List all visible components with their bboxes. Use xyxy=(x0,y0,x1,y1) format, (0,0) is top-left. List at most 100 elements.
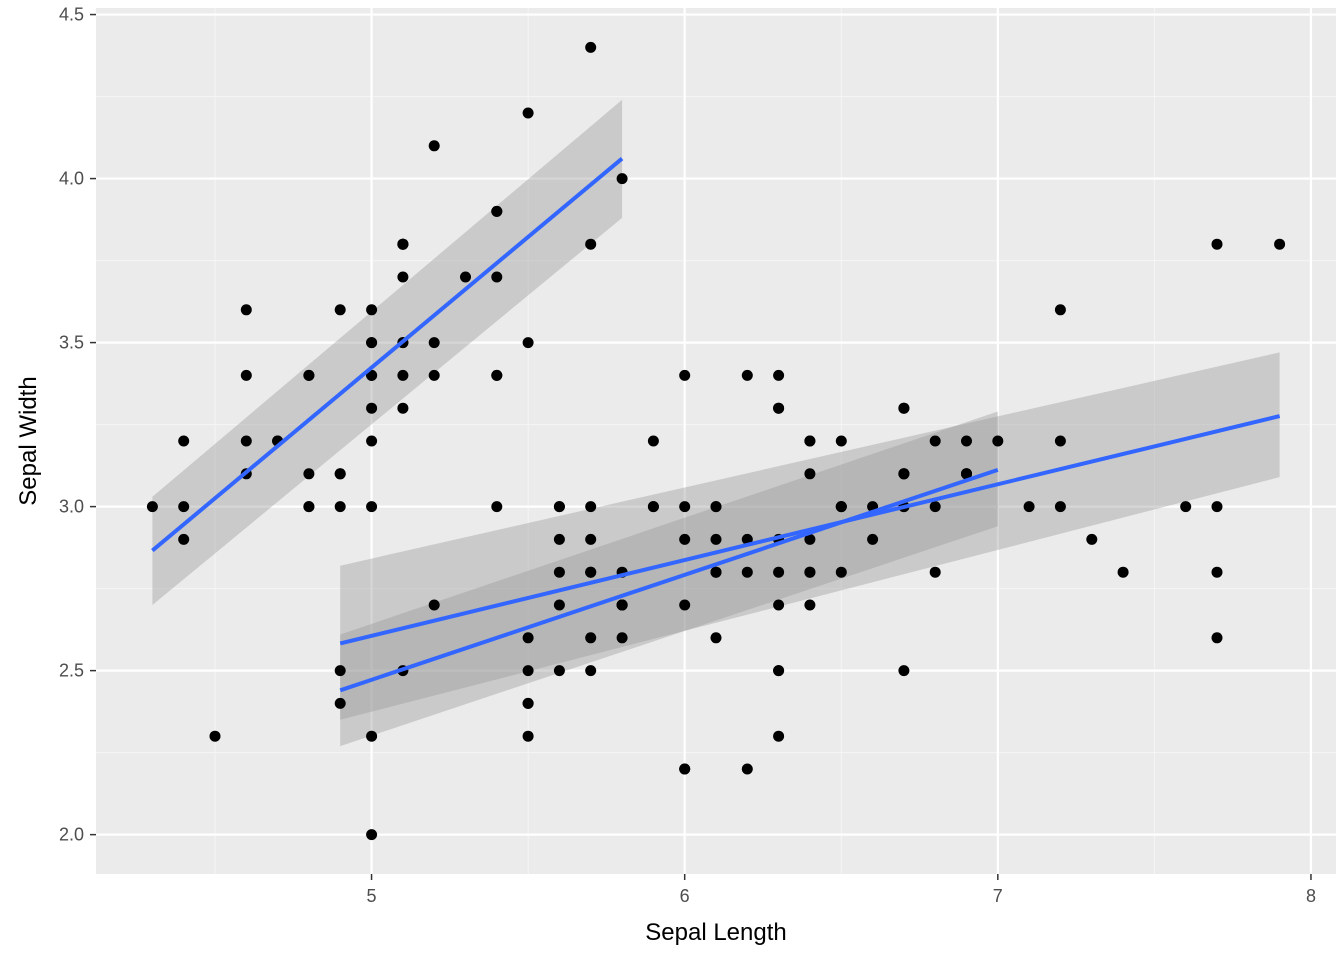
data-point xyxy=(334,697,346,709)
data-point xyxy=(1054,501,1066,513)
data-point xyxy=(366,501,378,513)
data-point xyxy=(773,665,785,677)
data-point xyxy=(1086,533,1098,545)
data-point xyxy=(710,501,722,513)
data-point xyxy=(867,533,879,545)
data-point xyxy=(553,665,565,677)
data-point xyxy=(303,468,315,480)
data-point xyxy=(741,533,753,545)
data-point xyxy=(835,566,847,578)
data-point xyxy=(929,435,941,447)
data-point xyxy=(679,599,691,611)
data-point xyxy=(303,369,315,381)
data-point xyxy=(397,402,409,414)
data-point xyxy=(835,435,847,447)
data-point xyxy=(1054,304,1066,316)
y-axis-title: Sepal Width xyxy=(15,376,42,505)
data-point xyxy=(553,533,565,545)
regression-line xyxy=(339,467,999,693)
data-point xyxy=(522,337,534,349)
data-point xyxy=(1180,501,1192,513)
data-point xyxy=(491,369,503,381)
data-point xyxy=(491,205,503,217)
data-point xyxy=(366,435,378,447)
x-axis-ticks: 5 6 7 8 xyxy=(367,874,1316,906)
data-point xyxy=(1211,632,1223,644)
data-point xyxy=(741,566,753,578)
data-point xyxy=(961,468,972,480)
data-point xyxy=(710,533,722,545)
data-point xyxy=(522,632,534,644)
data-point xyxy=(428,369,440,381)
data-point xyxy=(929,501,941,513)
data-point xyxy=(397,271,409,283)
data-point xyxy=(585,533,597,545)
data-point xyxy=(366,829,378,841)
data-point xyxy=(1211,501,1223,513)
data-point xyxy=(616,632,628,644)
data-point xyxy=(428,140,440,152)
data-point xyxy=(679,369,691,381)
data-point xyxy=(585,41,597,53)
data-point xyxy=(303,501,315,513)
data-point xyxy=(961,435,972,447)
data-point xyxy=(522,665,534,677)
x-tick-label: 6 xyxy=(680,886,690,906)
data-point xyxy=(397,238,409,250)
data-point xyxy=(773,369,785,381)
data-point xyxy=(428,599,440,611)
y-tick-label: 2.5 xyxy=(59,661,84,681)
data-point xyxy=(460,271,471,283)
data-point xyxy=(209,730,221,742)
x-tick-label: 7 xyxy=(993,886,1003,906)
data-point xyxy=(1054,435,1066,447)
data-point xyxy=(710,566,722,578)
data-point xyxy=(1023,501,1035,513)
data-point xyxy=(773,402,785,414)
data-point xyxy=(585,566,597,578)
data-point xyxy=(1211,566,1223,578)
data-point xyxy=(240,369,252,381)
regression-line xyxy=(151,157,624,553)
data-point xyxy=(553,566,565,578)
data-point xyxy=(178,435,190,447)
data-point xyxy=(647,501,659,513)
x-axis-title: Sepal Length xyxy=(645,919,786,946)
data-point xyxy=(522,107,534,119)
regression-line xyxy=(339,414,1281,646)
data-point xyxy=(1211,238,1223,250)
data-point xyxy=(804,599,816,611)
data-point xyxy=(366,730,378,742)
data-point xyxy=(366,369,378,381)
x-tick-label: 5 xyxy=(367,886,377,906)
data-point xyxy=(679,501,691,513)
data-point xyxy=(585,665,597,677)
data-point xyxy=(804,566,816,578)
data-point xyxy=(585,632,597,644)
data-point xyxy=(804,435,816,447)
data-point xyxy=(491,271,503,283)
y-tick-label: 3.5 xyxy=(59,333,84,353)
data-point xyxy=(1274,238,1286,250)
y-tick-label: 3.0 xyxy=(59,497,84,517)
data-point xyxy=(710,632,722,644)
data-point xyxy=(553,501,565,513)
data-point xyxy=(366,304,378,316)
data-point xyxy=(835,501,847,513)
data-point xyxy=(522,697,534,709)
y-tick-label: 2.0 xyxy=(59,825,84,845)
data-point xyxy=(679,533,691,545)
data-point xyxy=(334,665,346,677)
data-point xyxy=(585,238,597,250)
data-point xyxy=(992,435,1004,447)
data-point xyxy=(898,468,910,480)
data-point xyxy=(741,763,753,775)
data-point xyxy=(616,599,628,611)
data-point xyxy=(334,304,346,316)
data-point xyxy=(679,763,691,775)
data-point xyxy=(178,533,190,545)
data-point xyxy=(334,501,346,513)
y-axis-ticks: 2.0 2.5 3.0 3.5 4.0 4.5 xyxy=(59,5,96,845)
data-point xyxy=(616,173,628,185)
